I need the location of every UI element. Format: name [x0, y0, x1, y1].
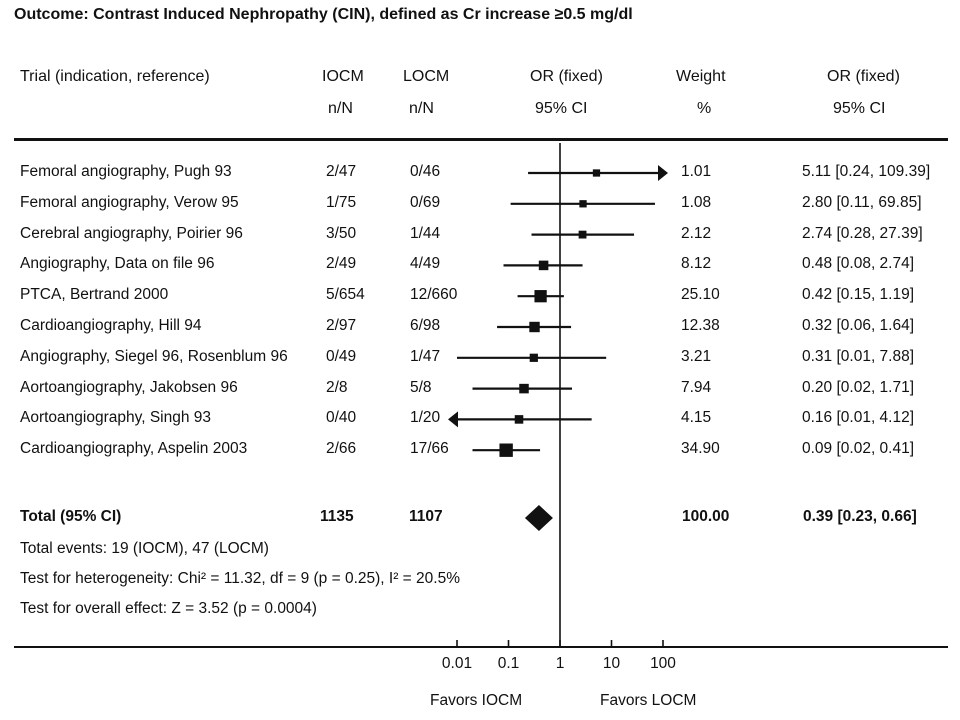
header-iocm-sub: n/N — [328, 100, 353, 117]
header-weight: Weight — [676, 68, 726, 85]
study-or-text: 0.09 [0.02, 0.41] — [802, 440, 915, 458]
study-iocm: 5/654 — [326, 286, 365, 304]
study-point — [529, 353, 538, 362]
study-point — [499, 443, 513, 457]
study-locm: 12/660 — [410, 286, 458, 304]
note-overall: Test for overall effect: Z = 3.52 (p = 0… — [20, 600, 317, 617]
study-label: Cardioangiography, Hill 94 — [20, 317, 202, 334]
study-weight: 12.38 — [681, 317, 720, 334]
study-weight: 34.90 — [681, 440, 720, 458]
axis-tick-label: 0.1 — [498, 655, 520, 672]
study-locm: 17/66 — [410, 440, 449, 458]
study-iocm: 3/50 — [326, 224, 357, 242]
study-weight: 2.12 — [681, 224, 712, 242]
axis-tick-label: 0.01 — [442, 655, 472, 672]
study-or-text: 0.31 [0.01, 7.88] — [802, 347, 915, 365]
study-point — [519, 383, 529, 394]
note-events: Total events: 19 (IOCM), 47 (LOCM) — [20, 540, 269, 557]
study-iocm: 2/66 — [326, 440, 357, 458]
study-or-text: 0.42 [0.15, 1.19] — [802, 286, 915, 304]
study-weight: 7.94 — [681, 378, 712, 396]
study-or-text: 0.48 [0.08, 2.74] — [802, 255, 915, 273]
study-point — [538, 260, 549, 271]
pooled-diamond — [524, 505, 553, 531]
study-locm: 1/47 — [410, 347, 441, 365]
header-locm: LOCM — [403, 68, 450, 85]
note-heterogeneity: Test for heterogeneity: Chi² = 11.32, df… — [20, 570, 460, 587]
study-label: Aortoangiography, Jakobsen 96 — [20, 378, 238, 396]
study-label: Femoral angiography, Verow 95 — [20, 193, 239, 211]
total-label: Total (95% CI) — [20, 508, 122, 525]
total-iocm: 1135 — [320, 508, 354, 525]
study-iocm: 2/49 — [326, 255, 357, 273]
ci-arrow-left — [448, 411, 458, 428]
total-locm: 1107 — [409, 508, 443, 525]
study-point — [579, 200, 587, 208]
study-label: PTCA, Bertrand 2000 — [20, 286, 169, 304]
chart-title: Outcome: Contrast Induced Nephropathy (C… — [14, 6, 633, 23]
study-locm: 6/98 — [410, 317, 441, 334]
study-iocm: 2/8 — [326, 378, 348, 396]
study-locm: 1/20 — [410, 409, 441, 427]
study-or-text: 0.20 [0.02, 1.71] — [802, 378, 915, 396]
study-weight: 4.15 — [681, 409, 712, 427]
study-point — [592, 169, 601, 177]
header-rule — [14, 138, 948, 141]
study-label: Cerebral angiography, Poirier 96 — [20, 224, 243, 242]
bottom-rule — [14, 646, 948, 648]
axis-tick-label: 100 — [650, 655, 676, 672]
study-iocm: 0/40 — [326, 409, 357, 427]
study-label: Femoral angiography, Pugh 93 — [20, 163, 232, 180]
header-weight-sub: % — [697, 100, 712, 117]
header-iocm: IOCM — [322, 68, 364, 85]
total-or-text: 0.39 [0.23, 0.66] — [803, 508, 917, 525]
study-weight: 25.10 — [681, 286, 720, 304]
header-or-plot: OR (fixed) — [530, 68, 603, 85]
header-or-plot-sub: 95% CI — [535, 100, 588, 117]
axis-tick-label: 10 — [603, 655, 621, 672]
favors-left-label: Favors IOCM — [430, 692, 523, 709]
study-weight: 3.21 — [681, 347, 712, 365]
study-locm: 4/49 — [410, 255, 441, 273]
study-iocm: 0/49 — [326, 347, 357, 365]
study-iocm: 2/47 — [326, 163, 357, 180]
study-point — [514, 415, 524, 424]
favors-right-label: Favors LOCM — [600, 692, 697, 709]
header-locm-sub: n/N — [409, 100, 434, 117]
header-trial: Trial (indication, reference) — [20, 68, 210, 85]
study-or-text: 0.16 [0.01, 4.12] — [802, 409, 915, 427]
study-label: Angiography, Data on file 96 — [20, 255, 215, 273]
header-or-text-sub: 95% CI — [833, 100, 886, 117]
study-locm: 0/46 — [410, 163, 441, 180]
study-weight: 1.01 — [681, 163, 712, 180]
axis-tick-label: 1 — [556, 655, 565, 672]
study-locm: 1/44 — [410, 224, 441, 242]
study-locm: 5/8 — [410, 378, 432, 396]
study-iocm: 2/97 — [326, 317, 357, 334]
study-weight: 8.12 — [681, 255, 712, 273]
study-weight: 1.08 — [681, 193, 712, 211]
study-iocm: 1/75 — [326, 193, 357, 211]
study-or-text: 2.74 [0.28, 27.39] — [802, 224, 923, 242]
study-or-text: 0.32 [0.06, 1.64] — [802, 317, 915, 334]
study-point — [534, 290, 547, 303]
study-label: Aortoangiography, Singh 93 — [20, 409, 212, 427]
study-label: Cardioangiography, Aspelin 2003 — [20, 440, 248, 458]
study-point — [529, 321, 540, 333]
study-or-text: 5.11 [0.24, 109.39] — [802, 163, 931, 180]
header-or-text: OR (fixed) — [827, 68, 900, 85]
study-label: Angiography, Siegel 96, Rosenblum 96 — [20, 347, 288, 365]
ci-arrow-right — [658, 165, 668, 181]
study-or-text: 2.80 [0.11, 69.85] — [802, 193, 922, 211]
total-weight: 100.00 — [682, 508, 730, 525]
study-point — [578, 230, 587, 239]
study-locm: 0/69 — [410, 193, 441, 211]
